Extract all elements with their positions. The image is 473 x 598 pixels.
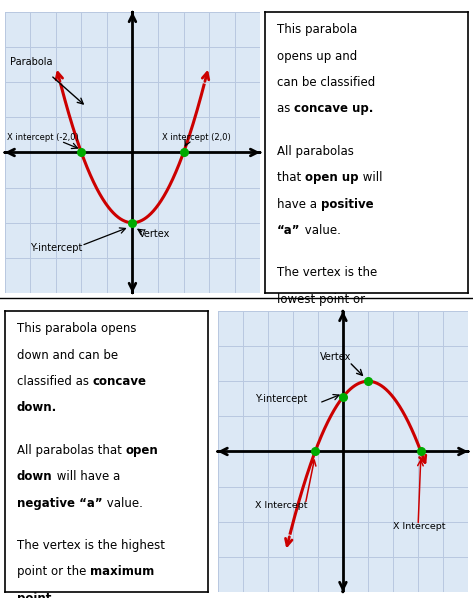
Text: can be classified: can be classified: [277, 76, 376, 89]
Text: point or the: point or the: [17, 565, 90, 578]
Text: open: open: [125, 444, 158, 457]
Text: X intercept (2,0): X intercept (2,0): [162, 133, 230, 142]
Text: open up: open up: [305, 171, 359, 184]
Text: have a: have a: [277, 197, 321, 210]
Text: Y-intercept: Y-intercept: [30, 243, 83, 253]
Text: concave up.: concave up.: [294, 102, 374, 115]
Text: .: .: [51, 591, 55, 598]
Text: lowest point or: lowest point or: [277, 292, 365, 306]
Text: This parabola opens: This parabola opens: [17, 322, 136, 335]
Text: Y-intercept: Y-intercept: [255, 394, 307, 404]
Text: down and can be: down and can be: [17, 349, 118, 362]
Text: that: that: [277, 171, 305, 184]
Text: The vertex is the: The vertex is the: [277, 266, 377, 279]
Text: positive: positive: [321, 197, 374, 210]
Text: point: point: [17, 591, 51, 598]
Text: “a”: “a”: [277, 224, 300, 237]
Text: value.: value.: [300, 224, 341, 237]
Text: point.: point.: [277, 346, 316, 359]
Text: maximum: maximum: [90, 565, 154, 578]
Text: Parabola: Parabola: [10, 57, 53, 66]
Text: down.: down.: [17, 401, 57, 414]
Text: X intercept (-2,0): X intercept (-2,0): [7, 133, 79, 142]
Text: Vertex: Vertex: [139, 229, 170, 239]
Text: minimum: minimum: [300, 319, 361, 332]
Text: the: the: [277, 319, 300, 332]
Text: negative “a”: negative “a”: [17, 496, 103, 509]
Text: as: as: [277, 102, 294, 115]
Text: All parabolas: All parabolas: [277, 145, 354, 158]
Text: classified as: classified as: [17, 375, 93, 388]
Text: The vertex is the highest: The vertex is the highest: [17, 539, 165, 552]
Text: opens up and: opens up and: [277, 50, 357, 63]
Text: This parabola: This parabola: [277, 23, 357, 36]
Text: down: down: [17, 470, 53, 483]
Text: All parabolas that: All parabolas that: [17, 444, 125, 457]
Text: X Intercept: X Intercept: [255, 501, 307, 509]
Text: will: will: [359, 171, 382, 184]
Text: value.: value.: [103, 496, 142, 509]
Text: will have a: will have a: [53, 470, 120, 483]
Text: X Intercept: X Intercept: [393, 522, 446, 531]
Text: Vertex: Vertex: [320, 352, 352, 362]
Text: concave: concave: [93, 375, 147, 388]
